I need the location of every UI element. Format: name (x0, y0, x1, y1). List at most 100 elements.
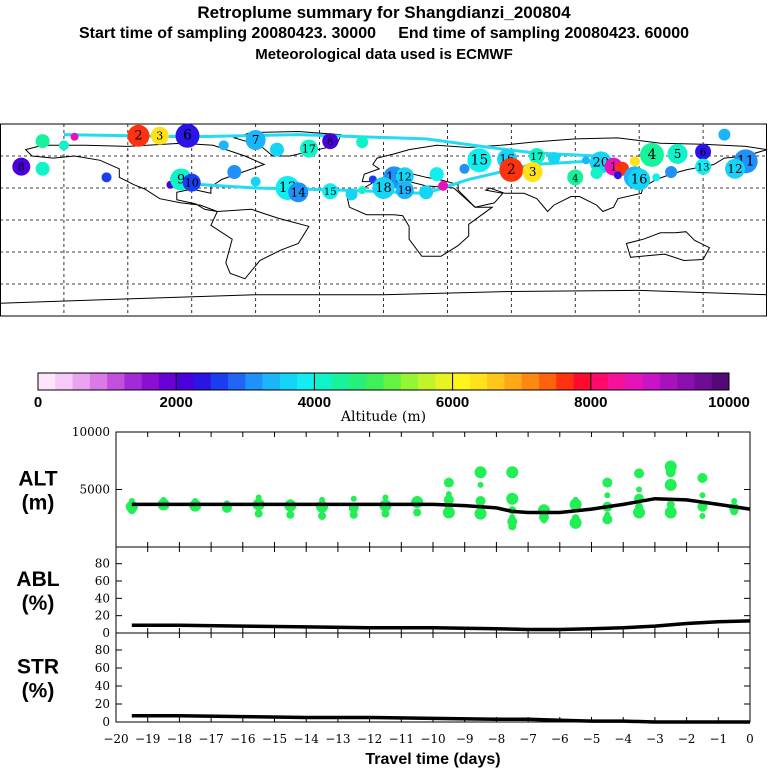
alt-cluster-dot (602, 514, 613, 525)
colorbar-swatch (469, 373, 488, 390)
colorbar-swatch (590, 373, 609, 390)
map-cluster-label: 19 (398, 184, 412, 197)
alt-cluster-dot (316, 500, 329, 513)
map-cluster-marker (35, 134, 50, 149)
y-tick-label: 0 (102, 715, 110, 729)
x-tick-label: −3 (646, 732, 664, 746)
map-cluster-marker (639, 142, 664, 167)
map-cluster-marker (522, 162, 543, 182)
colorbar-tick-label: 10000 (708, 394, 750, 411)
map-cluster-label: 10 (185, 177, 199, 190)
colorbar-swatch (141, 373, 160, 390)
alt-cluster-dot (731, 498, 738, 504)
panel-ylabel: ALT (18, 468, 57, 491)
map-cluster-label: 4 (572, 173, 578, 184)
x-tick-label: −9 (456, 732, 474, 746)
map-cluster-marker (299, 139, 318, 158)
map-cluster-marker (182, 173, 201, 192)
y-tick-label: 5000 (79, 483, 110, 497)
alt-cluster-dot (254, 509, 263, 518)
map-cluster-label: 17 (531, 152, 544, 163)
map-cluster-label: 7 (252, 133, 260, 147)
map-cluster-label: 6 (183, 128, 192, 144)
colorbar-swatch (487, 373, 505, 390)
landmass-south-america (210, 208, 310, 280)
altitude-colorbar: 0 2000 4000 6000 8000 10000 Altitude (m) (34, 372, 750, 425)
alt-cluster-dot (634, 468, 645, 479)
map-cluster-label: 16 (631, 172, 648, 187)
colorbar-swatch (504, 373, 522, 390)
map-cluster-label: 12 (398, 170, 412, 183)
map-cluster-marker (218, 140, 229, 151)
map-cluster-marker (429, 167, 444, 182)
alt-cluster-dot (411, 496, 424, 509)
x-tick-label: −8 (488, 732, 506, 746)
colorbar-swatch (176, 373, 194, 390)
colorbar-tick-label: 0 (34, 394, 42, 411)
alt-cluster-dot (666, 500, 675, 509)
x-tick-label: −1 (709, 732, 727, 746)
colorbar-swatch (210, 373, 229, 390)
panel-ylabel: (%) (22, 592, 55, 615)
met-data-note: Meteorological data used is ECMWF (255, 46, 513, 63)
alt-cluster-dot (699, 492, 706, 499)
map-cluster-label: 2 (134, 129, 142, 144)
alt-cluster-dot (633, 506, 646, 519)
map-cluster-label: 14 (291, 185, 307, 199)
y-tick-label: 40 (95, 591, 110, 605)
colorbar-swatch (297, 373, 315, 390)
colorbar-swatch (642, 373, 661, 390)
map-cluster-marker (345, 188, 358, 201)
x-tick-label: −10 (420, 732, 445, 746)
x-tick-label: −2 (678, 732, 696, 746)
sampling-times: Start time of sampling 20080423. 30000 E… (78, 25, 690, 42)
map-cluster-marker (322, 133, 339, 150)
panel-ylabel: (%) (22, 680, 55, 703)
y-tick-label: 80 (95, 643, 110, 657)
colorbar-swatch (418, 373, 436, 390)
map-cluster-marker (665, 166, 678, 178)
x-tick-label: −13 (325, 732, 350, 746)
colorbar-label: Altitude (m) (340, 409, 426, 425)
alt-cluster-dot (540, 517, 547, 524)
alt-cluster-dot (699, 512, 706, 519)
colorbar-tick-label: 6000 (436, 394, 469, 411)
panel-abl: 0 20 40 60 80 ABL(%) (16, 546, 751, 640)
alt-cluster-dot (349, 510, 358, 519)
x-tick-label: −11 (389, 732, 414, 746)
map-cluster-label: 8 (327, 137, 333, 148)
map-cluster-marker (150, 126, 169, 145)
x-tick-label: −20 (103, 732, 128, 746)
map-cluster-marker (356, 136, 369, 149)
map-cluster-label: 17 (302, 143, 316, 156)
colorbar-swatch (158, 373, 177, 390)
panel-ylabel: ABL (16, 568, 59, 591)
colorbar-swatch (659, 373, 678, 390)
colorbar-swatch (279, 373, 298, 390)
landmass-antarctica-edge (0, 289, 768, 304)
panel-ylabel: STR (17, 656, 59, 679)
alt-cluster-dot (697, 473, 708, 483)
map-cluster-marker (459, 163, 470, 174)
map-cluster-marker (269, 142, 284, 157)
x-axis: −20 −19 −18 −17 −16 −15 −14 −13 −12 −11 −10 −9 −8 −7−… (103, 732, 753, 768)
series-line-str (131, 713, 750, 724)
colorbar-swatch (38, 373, 56, 390)
colorbar-swatch (556, 373, 574, 390)
map-cluster-marker (667, 143, 688, 164)
alt-cluster-dot (508, 522, 517, 531)
map-cluster-marker (101, 172, 112, 183)
map-cluster-label: 2 (507, 162, 516, 178)
x-tick-label: −5 (583, 732, 601, 746)
alt-cluster-dot (602, 477, 613, 488)
colorbar-swatch (694, 373, 713, 390)
map-cluster-marker (245, 130, 266, 150)
alt-cluster-dot (442, 506, 455, 519)
colorbar-swatch (348, 373, 367, 390)
alt-cluster-dot (730, 507, 739, 516)
map-cluster-marker (395, 167, 414, 186)
map-cluster-marker (590, 167, 603, 180)
map-cluster-label: 13 (697, 163, 710, 174)
y-tick-label: 60 (95, 574, 110, 588)
